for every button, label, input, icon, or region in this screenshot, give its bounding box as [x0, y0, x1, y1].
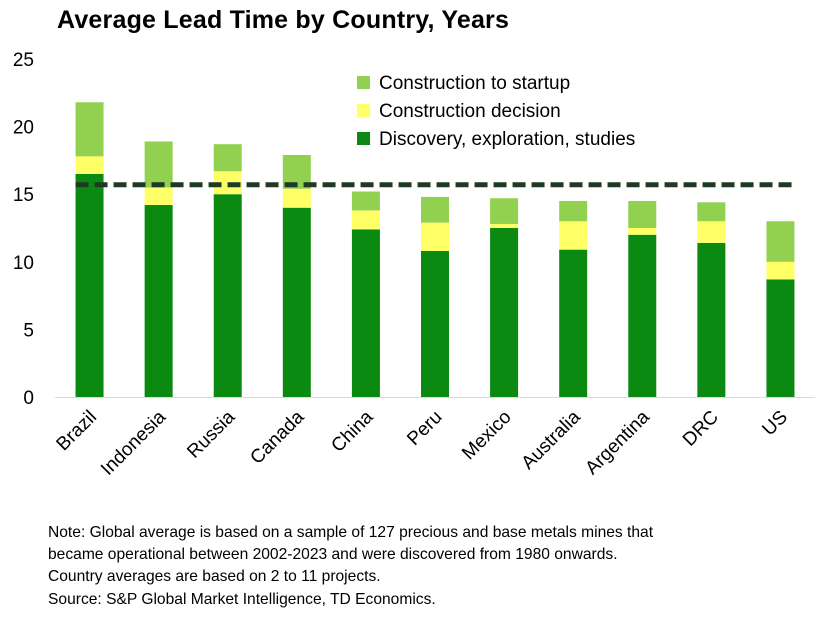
x-tick-label: China [327, 406, 377, 456]
bar-decision-segment-mexico [490, 223, 519, 228]
bar-decision-segment-drc [697, 221, 726, 243]
bar-decision-segment-canada [282, 188, 311, 208]
x-tick-label: DRC [679, 407, 723, 451]
x-tick-label: Peru [403, 407, 446, 450]
legend-label: Construction to startup [379, 73, 570, 94]
note-line: Country averages are based on 2 to 11 pr… [48, 568, 381, 586]
legend: Construction to startup Construction deci… [357, 73, 635, 150]
bar-discovery-segment-indonesia [144, 205, 173, 397]
legend-swatch [357, 104, 370, 117]
note-line: Source: S&P Global Market Intelligence, … [48, 590, 436, 608]
legend-label: Construction decision [379, 101, 561, 122]
x-tick-label: US [758, 407, 792, 441]
bar-discovery-segment-china [351, 229, 380, 397]
bar-decision-segment-us [766, 261, 795, 280]
bar-decision-segment-indonesia [144, 187, 173, 206]
bar-discovery-segment-canada [282, 207, 311, 397]
x-tick-label: Canada [246, 406, 308, 468]
bar-startup-segment-mexico [490, 198, 519, 224]
legend-swatch [357, 132, 370, 145]
chart-title: Average Lead Time by Country, Years [57, 6, 510, 34]
bar-decision-segment-brazil [75, 156, 104, 174]
y-tick-label: 10 [13, 253, 34, 274]
bar-discovery-segment-peru [421, 250, 449, 397]
x-tick-label: Mexico [458, 407, 515, 464]
bar-discovery-segment-us [766, 279, 795, 397]
bar-startup-segment-drc [697, 202, 726, 222]
bar-decision-segment-china [351, 210, 380, 230]
x-tick-label: Indonesia [97, 406, 170, 479]
bar-discovery-segment-australia [559, 249, 588, 397]
bar-decision-segment-australia [559, 221, 588, 250]
y-tick-label: 20 [13, 118, 34, 139]
legend-swatch [357, 76, 370, 89]
x-tick-label: Russia [183, 406, 239, 462]
bars [75, 102, 795, 397]
bar-startup-segment-russia [213, 144, 242, 172]
x-tick-label: Brazil [53, 407, 101, 455]
y-tick-label: 15 [13, 185, 34, 206]
bar-startup-segment-indonesia [144, 141, 173, 188]
bar-discovery-segment-brazil [75, 173, 104, 397]
footnote: Note: Global average is based on a sampl… [48, 522, 653, 611]
y-tick-label: 25 [13, 50, 34, 71]
legend-label: Discovery, exploration, studies [379, 129, 635, 150]
bar-discovery-segment-mexico [490, 228, 519, 397]
bar-startup-segment-argentina [628, 200, 657, 228]
bar-discovery-segment-russia [213, 194, 242, 397]
x-tick-label: Argentina [581, 406, 654, 479]
bar-startup-segment-australia [559, 200, 588, 222]
bar-decision-segment-argentina [628, 228, 657, 235]
note-line: Note: Global average is based on a sampl… [48, 524, 654, 541]
bar-decision-segment-peru [421, 222, 449, 251]
bar-startup-segment-peru [421, 196, 449, 223]
y-axis-ticks: 0 5 10 15 20 25 [13, 50, 34, 409]
bar-startup-segment-brazil [75, 102, 104, 157]
bar-startup-segment-china [351, 191, 380, 211]
y-tick-label: 5 [23, 320, 34, 341]
note-line: became operational between 2002-2023 and… [48, 546, 618, 564]
y-tick-label: 0 [23, 388, 34, 409]
bar-startup-segment-us [766, 221, 795, 262]
bar-discovery-segment-drc [697, 242, 726, 397]
x-tick-label: Australia [518, 406, 585, 473]
bar-discovery-segment-argentina [628, 234, 657, 397]
